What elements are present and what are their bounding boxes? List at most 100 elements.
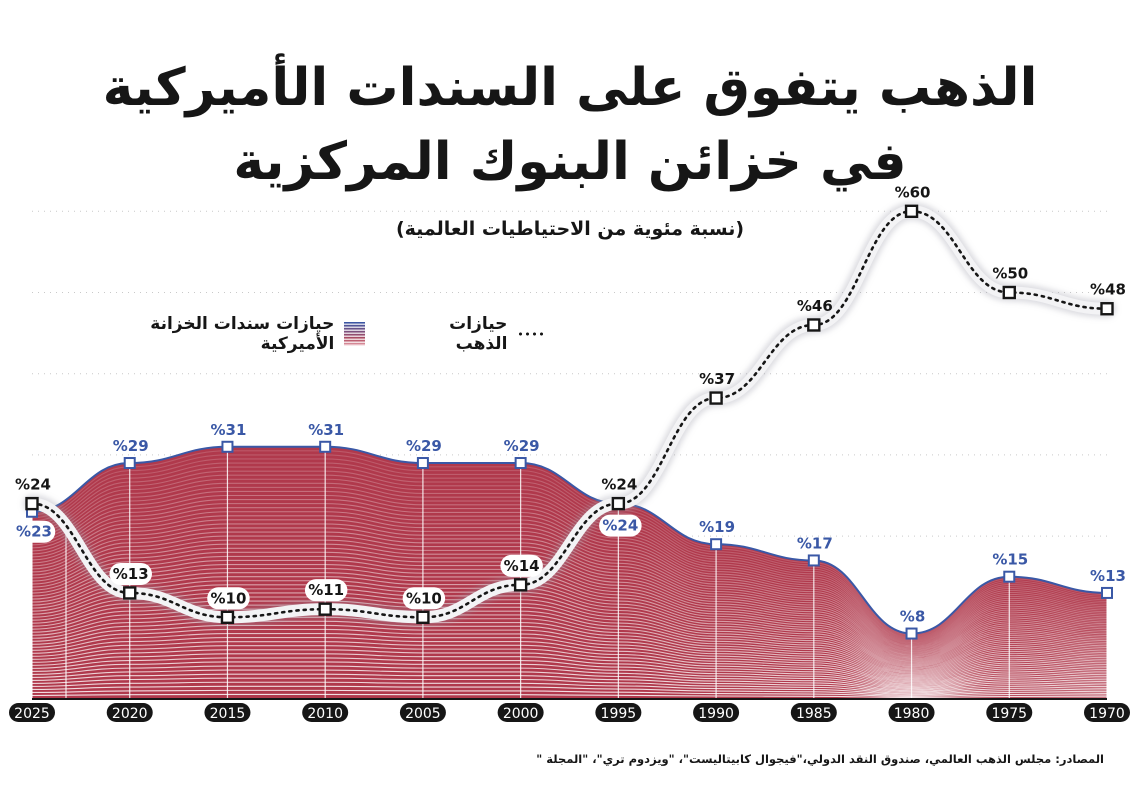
x-tick-1980: 1980 — [888, 703, 935, 722]
legend: حيازات الذهب حيازات سندات الخزانة الأمير… — [84, 314, 544, 354]
x-tick-label: 1990 — [698, 706, 734, 722]
gold-marker — [318, 602, 332, 616]
x-tick-label: 2010 — [307, 706, 343, 722]
year-pill — [595, 703, 642, 722]
treasury-area-stripes — [32, 450, 1107, 699]
stripe-line — [32, 681, 1107, 695]
stripe-line — [32, 499, 1107, 648]
gold-value-label-bg — [109, 562, 152, 585]
stripe-line — [32, 669, 1107, 692]
treasury-marker — [319, 440, 332, 453]
stripe-line — [32, 693, 1107, 699]
source-note: المصادر: مجلس الذهب العالمي، صندوق النقد… — [536, 752, 1104, 766]
stripe-line — [32, 572, 1107, 667]
stripe-line — [32, 563, 1107, 665]
year-pill — [986, 703, 1033, 722]
gold-value-label: %13 — [113, 565, 149, 583]
year-pill — [790, 703, 837, 722]
stripe-line — [32, 503, 1107, 649]
treasury-marker — [416, 457, 429, 470]
x-tick-label: 1985 — [796, 706, 832, 722]
gold-value-label-bg — [500, 554, 543, 577]
chart-subtitle: (نسبة مئوية من الاحتياطيات العالمية) — [395, 218, 745, 240]
data-markers — [25, 204, 1114, 640]
gold-marker — [611, 496, 626, 511]
year-pill — [1084, 703, 1130, 722]
gold-value-label: %14 — [504, 557, 540, 575]
treasury-value-label: %29 — [113, 437, 149, 455]
x-tick-label: 1970 — [1089, 706, 1125, 722]
gold-line-legend-icon — [517, 332, 544, 336]
legend-gold-label: حيازات الذهب — [449, 314, 508, 354]
treasury-value-label: %29 — [504, 437, 540, 455]
gold-marker — [1100, 302, 1114, 316]
gold-marker — [1002, 285, 1016, 300]
stripe-line — [32, 555, 1107, 663]
x-tick-label: 2015 — [210, 706, 246, 722]
stripe-line — [32, 657, 1107, 689]
x-tick-2000: 2000 — [497, 703, 544, 722]
gold-value-label: %46 — [797, 297, 833, 315]
treasury-marker — [123, 457, 136, 470]
treasury-marker — [221, 440, 234, 453]
stripe-line — [32, 454, 1107, 637]
stripe-line — [32, 645, 1107, 686]
stripe-line — [32, 559, 1107, 664]
year-pill — [9, 703, 55, 722]
treasury-area — [31, 445, 1108, 699]
x-tick-label: 1975 — [991, 706, 1027, 722]
stripe-line — [32, 535, 1107, 658]
stripe-line — [32, 547, 1107, 661]
treasury-marker — [710, 538, 723, 551]
stripe-line — [32, 665, 1107, 691]
gold-line-dots — [30, 209, 1109, 619]
stripe-line — [32, 507, 1107, 650]
gold-marker — [416, 610, 430, 624]
gold-marker — [904, 204, 919, 219]
treasury-value-label: %8 — [900, 608, 925, 626]
stripe-line — [32, 673, 1107, 693]
x-tick-2010: 2010 — [302, 703, 349, 722]
x-tick-2020: 2020 — [106, 703, 153, 722]
treasury-value-label-bg — [12, 520, 56, 543]
stripe-line — [32, 632, 1107, 683]
stripe-line — [32, 511, 1107, 651]
year-pill — [106, 703, 153, 722]
stripe-line — [32, 576, 1107, 668]
year-pill — [693, 703, 740, 722]
stripe-line — [32, 653, 1107, 688]
treasury-marker — [807, 554, 820, 567]
treasury-value-label: %13 — [1090, 567, 1126, 585]
gold-value-label: %24 — [601, 476, 637, 494]
year-pill — [497, 703, 544, 722]
gold-value-label: %11 — [308, 581, 344, 599]
stripe-line — [32, 551, 1107, 662]
stripe-line — [32, 649, 1107, 687]
treasury-value-label: %29 — [406, 437, 442, 455]
stripe-line — [32, 531, 1107, 657]
stripe-line — [32, 568, 1107, 666]
gold-marker — [220, 610, 235, 624]
gold-marker — [807, 318, 821, 332]
treasury-value-label: %31 — [211, 421, 247, 439]
stripe-line — [32, 677, 1107, 694]
gold-value-label: %60 — [895, 183, 931, 201]
x-tick-label: 2020 — [112, 706, 148, 722]
x-tick-2005: 2005 — [399, 703, 446, 722]
gold-value-label: %37 — [699, 370, 735, 388]
x-tick-1995: 1995 — [595, 703, 642, 722]
gold-value-label: %10 — [406, 589, 442, 607]
x-tick-1975: 1975 — [986, 703, 1033, 722]
treasury-value-label: %31 — [308, 421, 344, 439]
year-pill — [399, 703, 446, 722]
gold-value-label: %10 — [211, 589, 247, 607]
stripe-line — [32, 584, 1107, 670]
gold-value-label: %24 — [15, 476, 51, 494]
treasury-marker — [514, 457, 527, 470]
stripe-line — [32, 689, 1107, 697]
x-tick-1970: 1970 — [1084, 703, 1130, 722]
treasury-area-legend-icon — [344, 322, 366, 346]
year-pill — [888, 703, 935, 722]
x-tick-label: 2025 — [14, 706, 50, 722]
